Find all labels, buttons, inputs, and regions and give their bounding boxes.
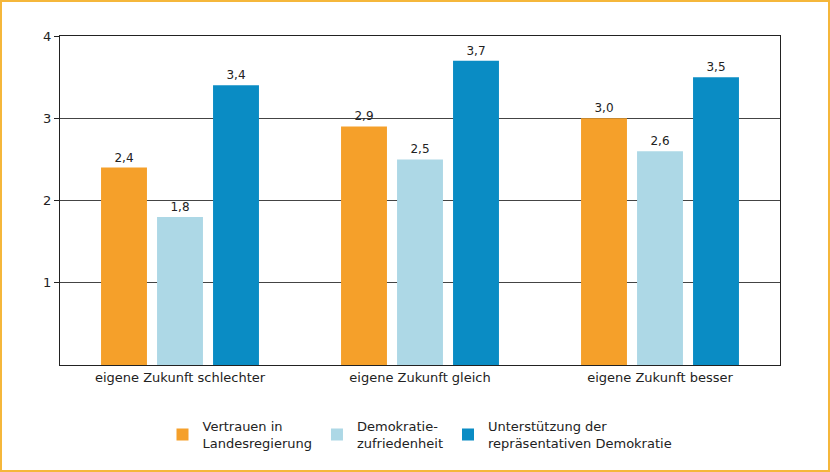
svg-text:2,6: 2,6	[650, 134, 669, 148]
svg-text:3,5: 3,5	[706, 60, 725, 74]
svg-text:2,5: 2,5	[410, 142, 429, 156]
svg-text:2: 2	[43, 193, 51, 208]
svg-text:2,9: 2,9	[354, 109, 373, 123]
svg-text:eigene Zukunft schlechter: eigene Zukunft schlechter	[95, 370, 266, 385]
svg-text:3,4: 3,4	[226, 68, 245, 82]
svg-text:Demokratie-zufriedenheit: Demokratie-zufriedenheit	[357, 419, 443, 451]
svg-text:3,7: 3,7	[466, 44, 485, 58]
svg-text:Unterstützung derrepräsentativ: Unterstützung derrepräsentativen Demokra…	[488, 419, 672, 451]
svg-text:2,4: 2,4	[114, 151, 133, 165]
svg-text:4: 4	[43, 29, 51, 44]
svg-text:eigene Zukunft besser: eigene Zukunft besser	[587, 370, 733, 385]
svg-text:3: 3	[43, 111, 51, 126]
svg-text:1,8: 1,8	[170, 200, 189, 214]
svg-text:eigene Zukunft gleich: eigene Zukunft gleich	[349, 370, 490, 385]
svg-text:Vertrauen inLandesregierung: Vertrauen inLandesregierung	[203, 419, 312, 451]
svg-text:3,0: 3,0	[594, 101, 613, 115]
svg-text:1: 1	[43, 275, 51, 290]
